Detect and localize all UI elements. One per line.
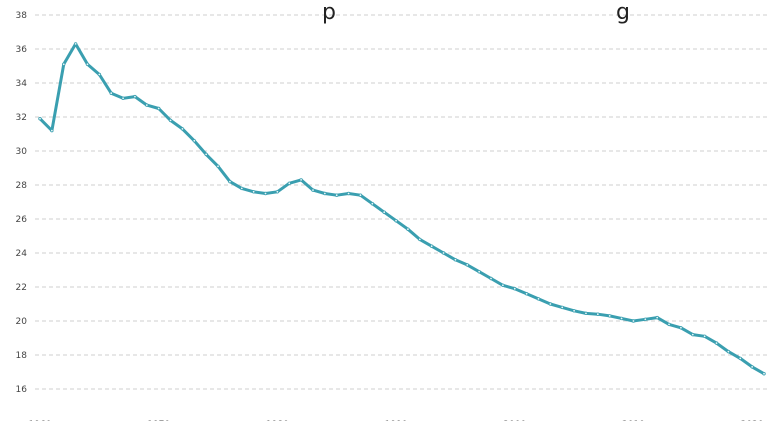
y-tick-label: 34 <box>16 79 28 89</box>
chart-title-fragments: p g <box>322 0 630 25</box>
y-tick-label: 26 <box>16 215 28 225</box>
y-tick-label: 22 <box>16 283 27 293</box>
data-point <box>192 139 196 143</box>
data-point <box>73 42 78 46</box>
data-point <box>370 201 375 206</box>
data-point <box>441 251 446 255</box>
data-point <box>38 116 42 121</box>
data-point <box>323 191 327 196</box>
data-point <box>109 91 113 95</box>
y-tick-label: 38 <box>16 11 28 21</box>
data-point <box>275 190 280 194</box>
data-point <box>726 349 731 354</box>
data-point <box>240 186 244 191</box>
data-point <box>750 365 754 369</box>
y-tick-label: 18 <box>16 351 28 361</box>
chart-title-fragment-1: p <box>322 0 336 25</box>
y-tick-label: 24 <box>16 249 28 259</box>
data-point <box>560 305 564 310</box>
data-point <box>477 270 481 274</box>
data-point <box>62 62 66 67</box>
y-tick-label: 32 <box>16 113 27 123</box>
data-point <box>643 317 648 321</box>
data-point <box>619 316 624 321</box>
y-tick-label: 30 <box>16 147 28 157</box>
data-point <box>216 164 220 168</box>
data-point <box>738 356 742 361</box>
data-point <box>346 191 351 196</box>
data-point <box>287 181 291 185</box>
data-point <box>596 312 600 316</box>
series-line <box>38 42 766 376</box>
data-point <box>631 319 636 323</box>
data-point <box>714 341 719 345</box>
data-point <box>536 297 541 301</box>
y-axis-ticks: 16 18 20 22 24 26 28 30 32 34 36 38 <box>16 11 28 395</box>
data-point <box>584 311 588 316</box>
data-point <box>156 106 161 111</box>
data-point <box>548 302 553 306</box>
data-point <box>702 334 707 338</box>
data-point <box>121 96 125 100</box>
data-point <box>453 258 458 262</box>
y-tick-label: 36 <box>16 45 28 55</box>
chart-title-fragment-2: g <box>616 0 630 25</box>
data-point <box>204 152 208 157</box>
data-point <box>335 193 339 197</box>
data-point <box>394 218 398 223</box>
data-point <box>655 315 659 320</box>
grid-lines <box>35 14 770 390</box>
data-point <box>572 309 576 313</box>
data-point <box>465 263 469 267</box>
data-point <box>85 62 90 67</box>
data-point <box>228 179 232 184</box>
data-point <box>168 118 173 123</box>
data-point <box>501 283 505 287</box>
data-point <box>263 191 268 196</box>
data-point <box>418 237 422 242</box>
data-point <box>133 94 137 99</box>
data-point <box>762 372 766 376</box>
data-point <box>513 287 517 291</box>
data-point <box>180 127 185 131</box>
data-point <box>429 244 434 248</box>
data-point <box>50 128 54 133</box>
data-point <box>358 193 363 197</box>
data-point <box>608 314 612 318</box>
data-point <box>251 190 256 194</box>
data-point <box>97 72 102 77</box>
data-point <box>489 276 493 281</box>
series-points <box>38 42 766 376</box>
data-point <box>667 322 671 327</box>
data-point <box>679 326 683 330</box>
y-tick-label: 28 <box>16 181 28 191</box>
data-point <box>406 227 410 231</box>
data-point <box>691 332 695 337</box>
y-tick-label: 20 <box>16 317 28 327</box>
data-point <box>311 188 315 192</box>
data-point <box>299 178 303 182</box>
data-point <box>524 292 529 296</box>
y-tick-label: 16 <box>16 385 28 395</box>
data-point <box>145 103 149 107</box>
data-point <box>382 210 386 214</box>
